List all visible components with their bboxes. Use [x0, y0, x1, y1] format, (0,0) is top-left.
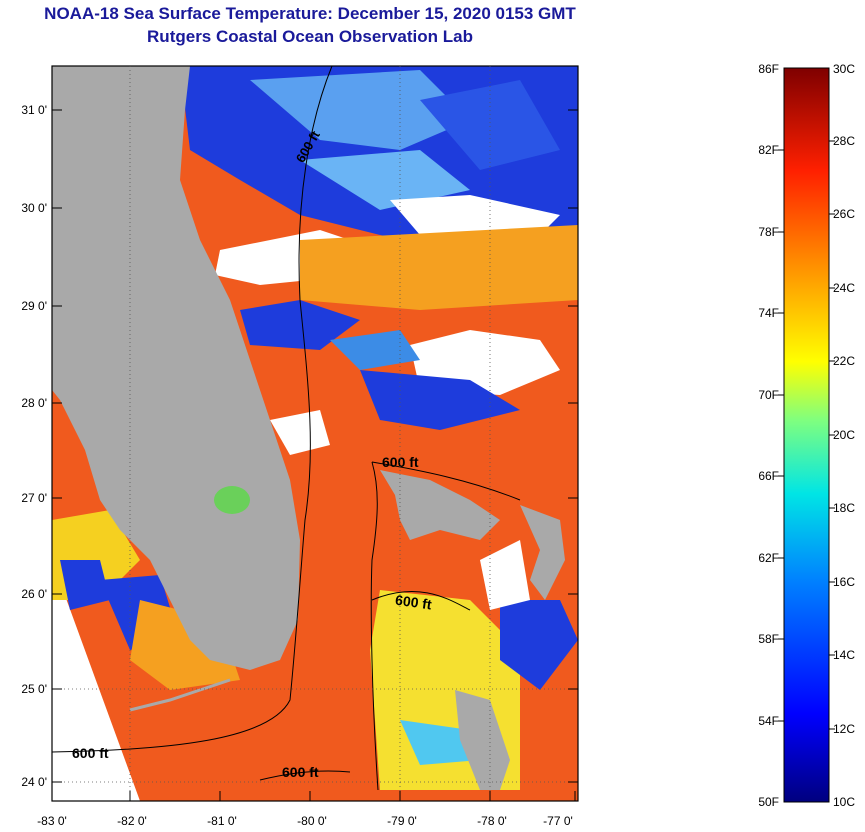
fahrenheit-label: 74F — [758, 306, 779, 320]
lat-label: 30 0' — [21, 201, 47, 215]
celsius-label: 20C — [833, 428, 855, 442]
celsius-label: 18C — [833, 501, 855, 515]
fahrenheit-label: 70F — [758, 388, 779, 402]
fahrenheit-label: 62F — [758, 551, 779, 565]
celsius-label: 24C — [833, 281, 855, 295]
fahrenheit-label: 82F — [758, 143, 779, 157]
lon-label: -79 0' — [387, 814, 417, 828]
fahrenheit-label: 78F — [758, 225, 779, 239]
fahrenheit-label: 50F — [758, 795, 779, 809]
map-frame — [51, 65, 579, 802]
fahrenheit-label: 86F — [758, 62, 779, 76]
contour-label: 600 ft — [282, 764, 319, 780]
celsius-label: 14C — [833, 648, 855, 662]
contour-label: 600 ft — [394, 592, 433, 613]
lon-label: -80 0' — [297, 814, 327, 828]
celsius-label: 26C — [833, 207, 855, 221]
lat-label: 27 0' — [21, 491, 47, 505]
map-title: NOAA-18 Sea Surface Temperature: Decembe… — [44, 4, 576, 23]
contour-label: 600 ft — [382, 454, 419, 470]
lat-label: 31 0' — [21, 103, 47, 117]
lat-label: 28 0' — [21, 396, 47, 410]
celsius-label: 12C — [833, 722, 855, 736]
map-image — [52, 66, 578, 801]
lat-label: 29 0' — [21, 299, 47, 313]
celsius-label: 10C — [833, 795, 855, 809]
fahrenheit-label: 58F — [758, 632, 779, 646]
lat-label: 25 0' — [21, 682, 47, 696]
fahrenheit-label: 54F — [758, 714, 779, 728]
lon-label: -83 0' — [37, 814, 67, 828]
lon-label: -77 0' — [543, 814, 573, 828]
lon-label: -78 0' — [477, 814, 507, 828]
celsius-label: 28C — [833, 134, 855, 148]
lon-label: -81 0' — [207, 814, 237, 828]
map-subtitle: Rutgers Coastal Ocean Observation Lab — [147, 27, 473, 46]
fahrenheit-label: 66F — [758, 469, 779, 483]
lon-label: -82 0' — [117, 814, 147, 828]
celsius-label: 16C — [833, 575, 855, 589]
lat-label: 24 0' — [21, 775, 47, 789]
depth-contours — [51, 65, 521, 791]
celsius-label: 30C — [833, 62, 855, 76]
celsius-label: 22C — [833, 354, 855, 368]
lat-label: 26 0' — [21, 587, 47, 601]
temperature-colorbar: 86F 82F 78F 74F 70F 66F 62F 58F 54F 50F … — [758, 62, 855, 809]
contour-label: 600 ft — [72, 745, 109, 761]
